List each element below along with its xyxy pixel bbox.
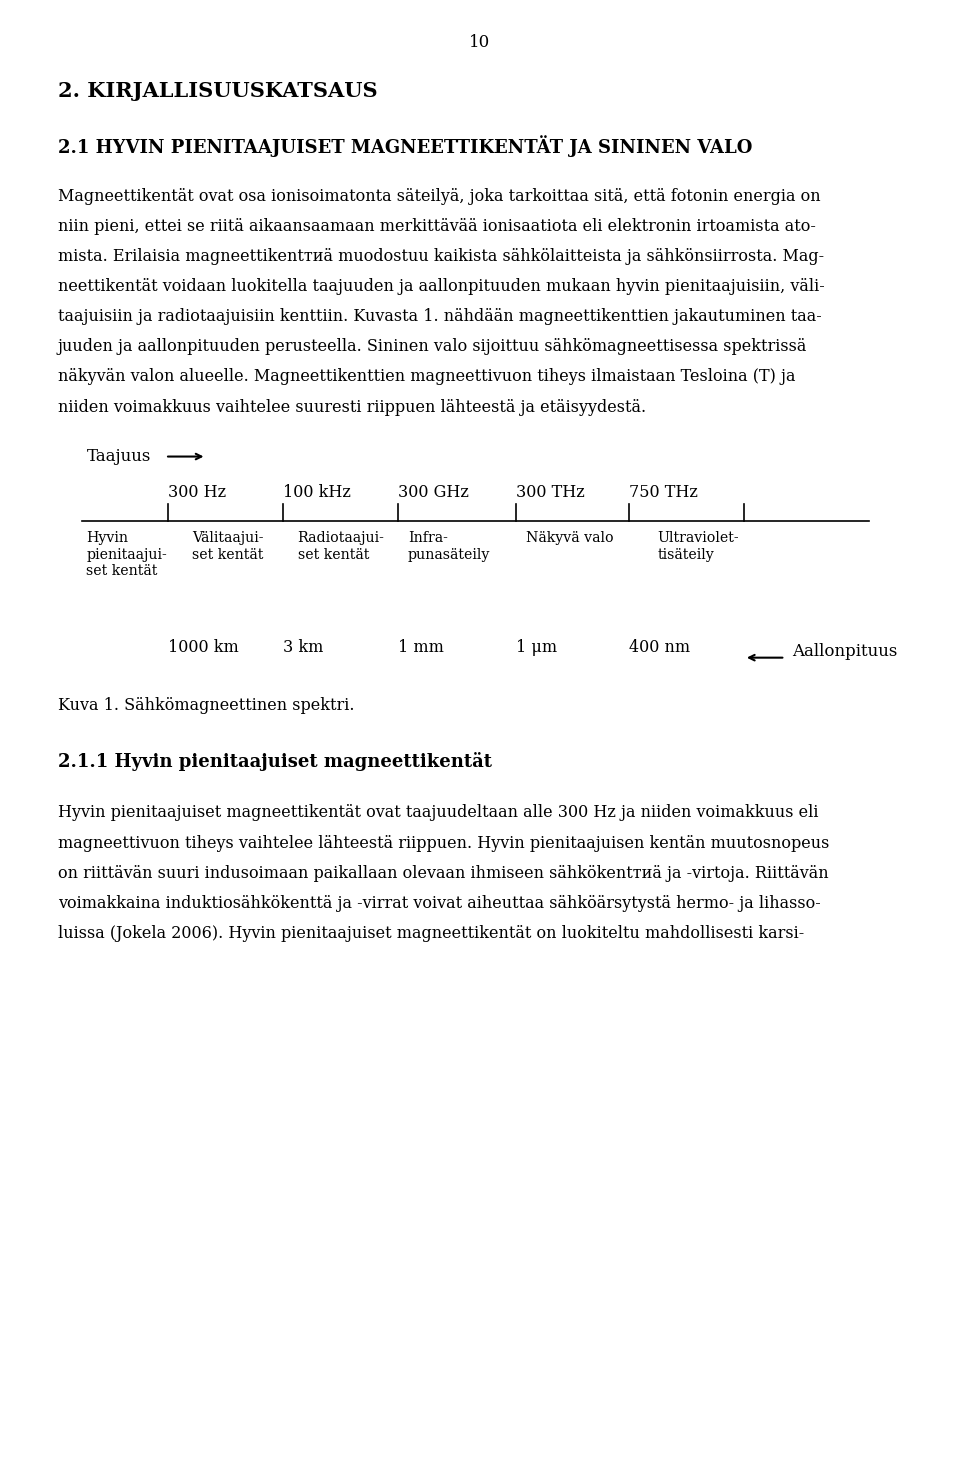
Text: niiden voimakkuus vaihtelee suuresti riippuen lähteestä ja etäisyydestä.: niiden voimakkuus vaihtelee suuresti rii… [58,399,646,415]
Text: 400 nm: 400 nm [629,639,690,656]
Text: Aallonpituus: Aallonpituus [792,643,898,661]
Text: Ultraviolet-
tisäteily: Ultraviolet- tisäteily [658,531,739,562]
Text: magneettivuon tiheys vaihtelee lähteestä riippuen. Hyvin pienitaajuisen kentän m: magneettivuon tiheys vaihtelee lähteestä… [58,834,829,851]
Text: mista. Erilaisia magneettikentтиä muodostuu kaikista sähkölaitteista ja sähkönsi: mista. Erilaisia magneettikentтиä muodos… [58,248,824,266]
Text: Kuva 1. Sähkömagneettinen spektri.: Kuva 1. Sähkömagneettinen spektri. [58,697,354,715]
Text: on riittävän suuri indusoimaan paikallaan olevaan ihmiseen sähkökentтиä ja -virt: on riittävän suuri indusoimaan paikallaa… [58,865,828,882]
Text: näkyvän valon alueelle. Magneettikenttien magneettivuon tiheys ilmaistaan Tesloi: näkyvän valon alueelle. Magneettikenttie… [58,368,795,386]
Text: 1000 km: 1000 km [168,639,239,656]
Text: 1 μm: 1 μm [516,639,558,656]
Text: voimakkaina induktiosähkökenttä ja -virrat voivat aiheuttaa sähköärsytystä hermo: voimakkaina induktiosähkökenttä ja -virr… [58,894,821,912]
Text: Infra-
punasäteily: Infra- punasäteily [408,531,491,562]
Text: Välitaajui-
set kentät: Välitaajui- set kentät [192,531,263,562]
Text: 2.1 HYVIN PIENITAAJUISET MAGNEETTIKENTÄT JA SININEN VALO: 2.1 HYVIN PIENITAAJUISET MAGNEETTIKENTÄT… [58,135,752,157]
Text: 3 km: 3 km [283,639,324,656]
Text: Hyvin pienitaajuiset magneettikentät ovat taajuudeltaan alle 300 Hz ja niiden vo: Hyvin pienitaajuiset magneettikentät ova… [58,804,818,822]
Text: 750 THz: 750 THz [629,484,698,502]
Text: neettikentät voidaan luokitella taajuuden ja aallonpituuden mukaan hyvin pienita: neettikentät voidaan luokitella taajuude… [58,279,825,295]
Text: 300 THz: 300 THz [516,484,586,502]
Text: 10: 10 [469,34,491,51]
Text: taajuisiin ja radiotaajuisiin kenttiin. Kuvasta 1. nähdään magneettikenttien jak: taajuisiin ja radiotaajuisiin kenttiin. … [58,308,822,326]
Text: niin pieni, ettei se riitä aikaansaamaan merkittävää ionisaatiota eli elektronin: niin pieni, ettei se riitä aikaansaamaan… [58,219,815,235]
Text: Magneettikentät ovat osa ionisoimatonta säteilyä, joka tarkoittaa sitä, että fot: Magneettikentät ovat osa ionisoimatonta … [58,188,820,206]
Text: Radiotaajui-
set kentät: Radiotaajui- set kentät [298,531,384,562]
Text: luissa (Jokela 2006). Hyvin pienitaajuiset magneettikentät on luokiteltu mahdoll: luissa (Jokela 2006). Hyvin pienitaajuis… [58,925,804,942]
Text: 2.1.1 Hyvin pienitaajuiset magneettikentät: 2.1.1 Hyvin pienitaajuiset magneettikent… [58,752,492,771]
Text: juuden ja aallonpituuden perusteella. Sininen valo sijoittuu sähkömagneettisessa: juuden ja aallonpituuden perusteella. Si… [58,339,807,355]
Text: 300 Hz: 300 Hz [168,484,227,502]
Text: 100 kHz: 100 kHz [283,484,351,502]
Text: 300 GHz: 300 GHz [398,484,469,502]
Text: Näkyvä valo: Näkyvä valo [526,531,613,546]
Text: 2. KIRJALLISUUSKATSAUS: 2. KIRJALLISUUSKATSAUS [58,81,377,101]
Text: Taajuus: Taajuus [86,448,151,465]
Text: 1 mm: 1 mm [398,639,444,656]
Text: Hyvin
pienitaajui-
set kentät: Hyvin pienitaajui- set kentät [86,531,167,578]
